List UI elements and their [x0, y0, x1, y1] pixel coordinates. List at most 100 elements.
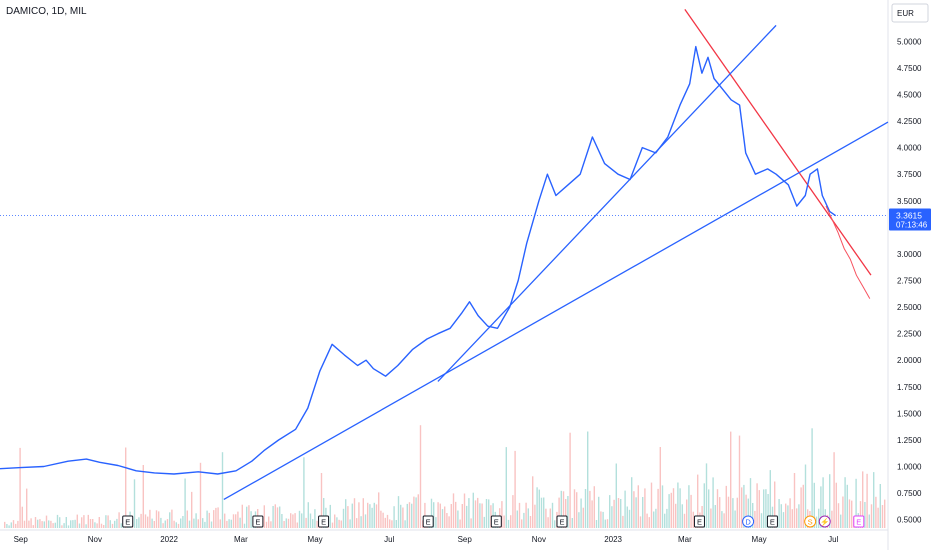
volume-bar — [188, 520, 191, 528]
event-marker[interactable]: E — [318, 515, 330, 528]
trendlines[interactable] — [223, 9, 889, 501]
event-marker[interactable]: E — [556, 515, 568, 528]
volume-bar — [855, 478, 857, 528]
volume-bar — [681, 504, 683, 528]
volume-bar — [818, 508, 820, 528]
volume-bar — [609, 495, 611, 528]
volume-bar — [593, 486, 595, 528]
price-scale[interactable] — [888, 0, 932, 550]
volume-bar — [582, 507, 584, 528]
volume-bar — [884, 499, 886, 528]
y-tick-label: 0.7500 — [897, 489, 922, 498]
volume-bar — [521, 519, 523, 528]
volume-bar — [30, 518, 32, 528]
volume-bar — [644, 488, 646, 528]
volume-bar — [393, 506, 395, 528]
volume-bar — [125, 447, 127, 528]
event-marker-label: E — [321, 518, 326, 527]
volume-bar — [829, 474, 831, 528]
volume-bar — [250, 511, 252, 528]
x-tick-label: 2022 — [160, 535, 178, 544]
volume-bar — [85, 524, 87, 528]
price-line — [0, 45, 837, 475]
event-marker[interactable]: ⚡ — [818, 515, 831, 528]
volume-bar — [851, 500, 853, 528]
volume-bar — [100, 523, 103, 528]
event-marker[interactable]: E — [252, 515, 264, 528]
volume-bar — [184, 478, 186, 528]
volume-bar — [144, 514, 147, 528]
event-marker[interactable]: E — [766, 515, 778, 528]
y-tick-label: 4.2500 — [897, 117, 922, 126]
volume-bar — [340, 520, 342, 528]
price-axis[interactable]: 5.0000 4.7500 4.5000 4.2500 4.0000 3.7500 3.50… — [897, 37, 922, 524]
event-marker[interactable]: E — [853, 515, 865, 528]
volume-bar — [787, 505, 789, 528]
volume-bar — [675, 503, 677, 528]
volume-bar — [578, 512, 580, 528]
volume-bar — [659, 447, 661, 528]
event-marker[interactable]: S — [804, 515, 817, 528]
volume-bar — [789, 498, 791, 528]
event-marker[interactable]: E — [122, 515, 134, 528]
volume-bar — [637, 485, 639, 528]
volume-bar — [765, 489, 767, 528]
volume-bar — [648, 517, 650, 528]
volume-bar — [800, 487, 802, 528]
volume-bar — [52, 523, 54, 528]
event-marker-label: E — [770, 518, 775, 527]
time-axis[interactable]: Sep Nov 2022 Mar May Jul Sep Nov 2023 Mar May Jul — [14, 535, 839, 544]
volume-bar — [419, 425, 422, 528]
x-tick-label: Mar — [234, 535, 248, 544]
volume-bar — [338, 519, 340, 528]
volume-bar — [219, 519, 221, 528]
volume-bar — [536, 487, 538, 528]
volume-bar — [323, 498, 325, 528]
volume-bar — [309, 513, 312, 528]
volume-bar — [791, 509, 793, 528]
volume-bar — [221, 452, 224, 528]
symbol-title[interactable]: DAMICO, 1D, MIL — [6, 6, 87, 17]
volume-bar — [199, 462, 202, 528]
volume-bar — [347, 506, 349, 528]
event-marker[interactable]: D — [742, 515, 755, 528]
volume-bar — [598, 496, 600, 528]
volume-bar — [793, 473, 796, 528]
volume-bar — [235, 514, 237, 528]
event-marker[interactable]: E — [422, 515, 434, 528]
volume-bar — [455, 501, 457, 528]
volume-bar — [866, 473, 868, 528]
volume-bar — [391, 520, 393, 528]
volume-bar — [232, 514, 235, 528]
volume-bar — [804, 464, 807, 528]
volume-bar — [133, 479, 136, 528]
event-marker[interactable]: E — [490, 515, 502, 528]
volume-bar — [551, 502, 554, 528]
volume-bar — [457, 510, 459, 528]
trendline-3[interactable] — [437, 24, 777, 382]
volume-bar — [679, 488, 681, 528]
volume-bar — [558, 497, 560, 528]
volume-bar — [670, 492, 672, 528]
volume-bar — [730, 431, 732, 528]
volume-bar — [708, 489, 710, 528]
x-tick-label: Nov — [88, 535, 102, 544]
trendline-2[interactable] — [223, 121, 889, 501]
currency-box[interactable]: EUR — [891, 3, 929, 23]
volume-bar — [34, 517, 37, 528]
trendline-1[interactable] — [684, 9, 872, 276]
volume-bar — [802, 484, 804, 528]
volume-bar — [314, 509, 316, 528]
volume-bar — [646, 513, 648, 528]
volume-bar — [769, 470, 771, 528]
volume-bar — [567, 496, 569, 528]
x-tick-label: May — [308, 535, 323, 544]
volume-bar — [736, 497, 738, 528]
volume-bar — [686, 499, 688, 528]
volume-bar — [479, 503, 481, 528]
event-marker[interactable]: E — [693, 515, 705, 528]
volume-bar — [21, 506, 23, 528]
volume-bar — [798, 504, 800, 528]
event-markers[interactable]: E E E E E E E D E S ⚡ E — [122, 515, 865, 528]
